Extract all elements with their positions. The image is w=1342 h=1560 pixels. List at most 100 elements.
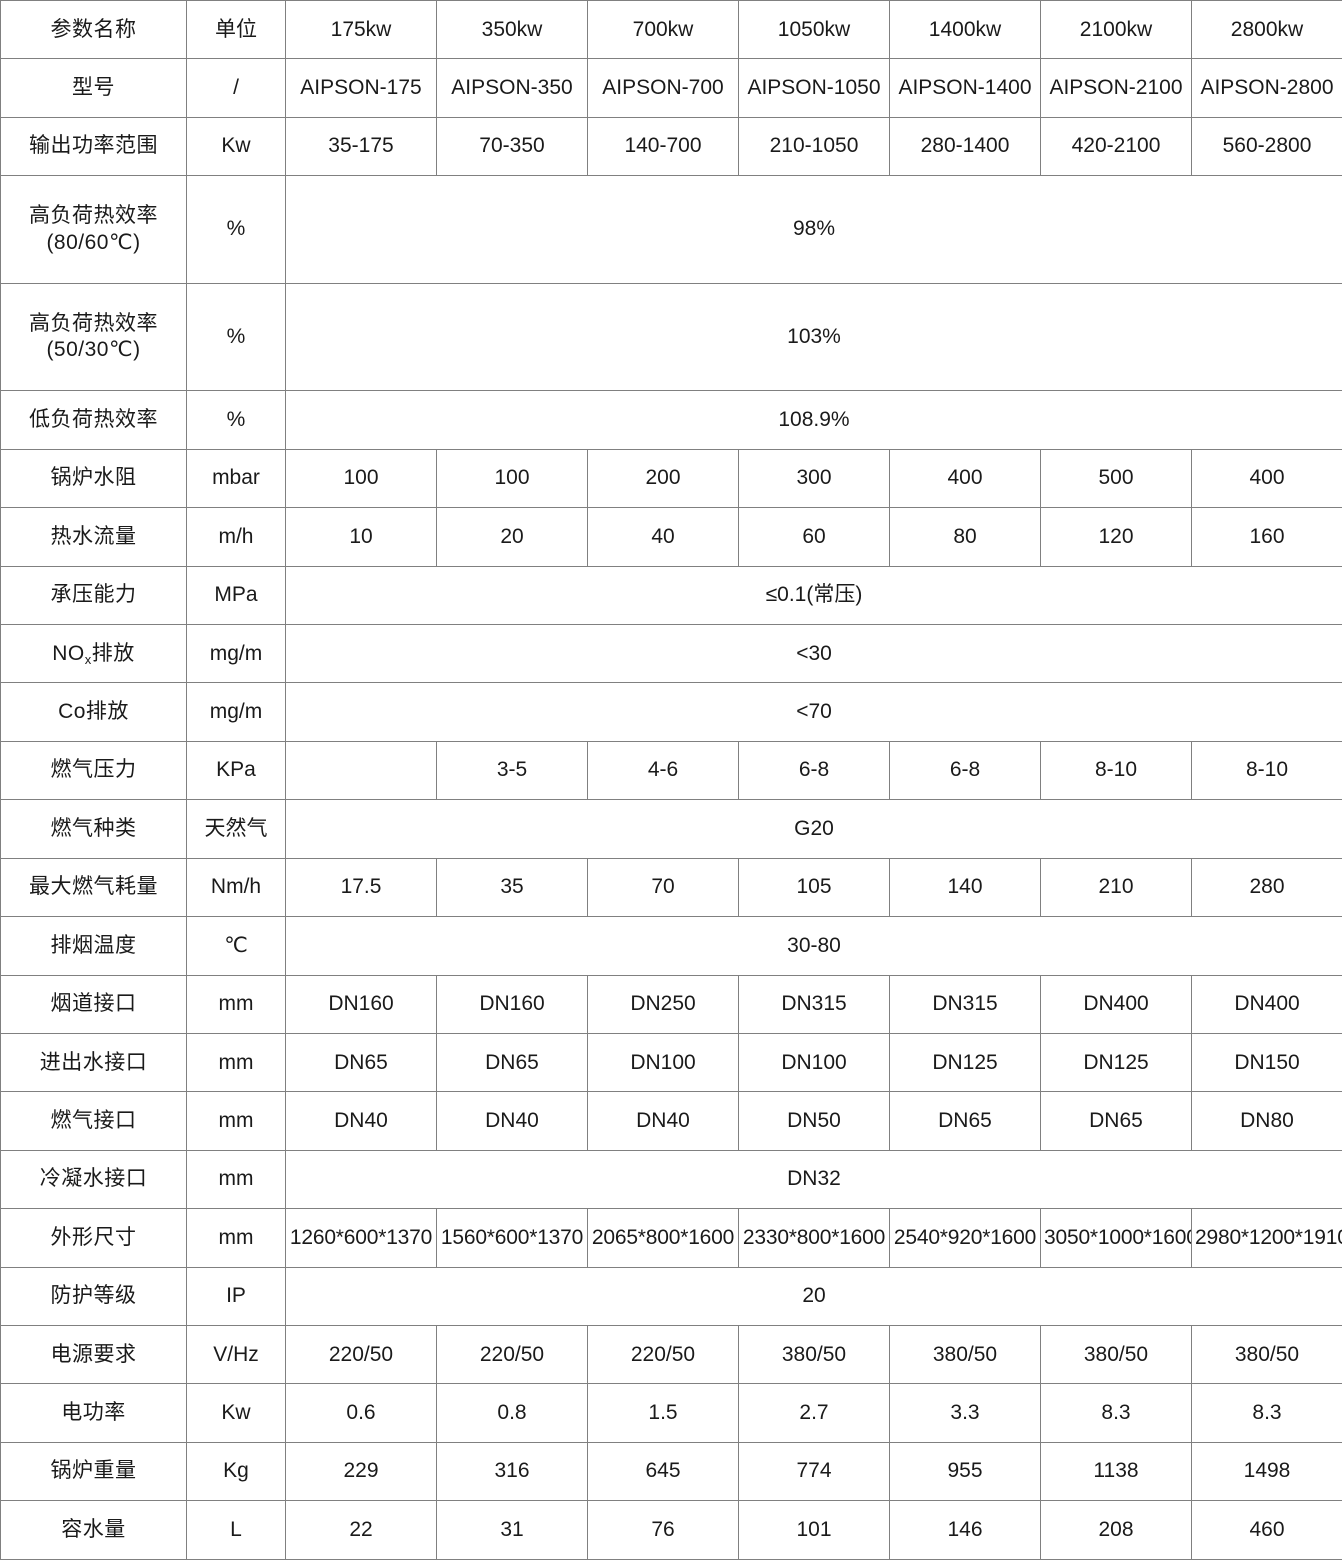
merged-value-cell: 20 [285,1266,1342,1327]
table-row: 电源要求 V/Hz 220/50 220/50 220/50 380/50 380/50 38… [0,1325,1342,1385]
column-header-parameter: 参数名称 [0,0,187,60]
value-cell: AIPSON-1050 [738,58,890,118]
value-cell: 280 [1191,857,1342,918]
value-cell: 1560*600*1370 [436,1208,588,1268]
value-cell: 460 [1191,1500,1342,1560]
value-cell: 560-2800 [1191,116,1342,177]
parameter-name-cell: 烟道接口 [0,974,187,1034]
table-row: 容水量 L 22 31 76 101 146 208 460 [0,1500,1342,1560]
table-row: 高负荷热效率 (50/30℃)% 103% [0,282,1342,392]
value-cell: 70-350 [436,116,588,177]
parameter-name-cell: 锅炉水阻 [0,448,187,509]
value-cell: 100 [285,448,437,509]
table-row: 燃气种类 天然气 G20 [0,799,1342,859]
value-cell: AIPSON-2100 [1040,58,1192,118]
parameter-name-cell: 高负荷热效率 (50/30℃) [0,282,187,392]
unit-cell: mm [186,1091,286,1151]
unit-cell: mbar [186,448,286,509]
value-cell: 146 [889,1500,1041,1560]
value-cell: 500 [1040,448,1192,509]
parameter-name-cell: 排烟温度 [0,916,187,976]
unit-cell: Nm/h [186,857,286,918]
parameter-name-cell: 防护等级 [0,1266,187,1327]
unit-cell: Kw [186,116,286,177]
merged-value-cell: 98% [285,175,1342,284]
unit-cell: % [186,175,286,284]
parameter-name-cell: 进出水接口 [0,1032,187,1093]
table-row: 承压能力 MPa ≤0.1(常压) [0,565,1342,625]
value-cell: 208 [1040,1500,1192,1560]
value-cell: 4-6 [587,740,739,801]
value-cell: 2330*800*1600 [738,1208,890,1268]
value-cell: 380/50 [889,1325,1041,1385]
unit-cell: Kw [186,1383,286,1443]
value-cell: DN400 [1040,974,1192,1034]
value-cell: DN65 [285,1032,437,1093]
unit-cell: KPa [186,740,286,801]
table-header-row: 参数名称 单位 175kw 350kw 700kw 1050kw 1400kw 2100kw 2… [0,0,1342,60]
table-row: 锅炉重量 Kg 229 316 645 774 955 1138 1498 [0,1441,1342,1502]
parameter-name-cell: 燃气压力 [0,740,187,801]
merged-value-cell: <70 [285,682,1342,742]
column-header-model: 175kw [285,0,437,60]
value-cell: 300 [738,448,890,509]
value-cell: 120 [1040,507,1192,567]
unit-cell: 天然气 [186,799,286,859]
value-cell: 2065*800*1600 [587,1208,739,1268]
value-cell: 1138 [1040,1441,1192,1502]
value-cell: 70 [587,857,739,918]
parameter-name-cell: 型号 [0,58,187,118]
column-header-model: 1400kw [889,0,1041,60]
value-cell: 220/50 [285,1325,437,1385]
value-cell: DN40 [587,1091,739,1151]
value-cell: DN100 [587,1032,739,1093]
value-cell: 100 [436,448,588,509]
unit-cell: L [186,1500,286,1560]
unit-cell: IP [186,1266,286,1327]
table-row: 进出水接口 mm DN65 DN65 DN100 DN100 DN125 DN125 DN150 [0,1032,1342,1093]
parameter-name-cell: 最大燃气耗量 [0,857,187,918]
parameter-name-cell: 电功率 [0,1383,187,1443]
unit-cell: m/h [186,507,286,567]
table-row: 排烟温度 ℃ 30-80 [0,916,1342,976]
parameter-name-cell: NOx排放 [0,623,187,684]
column-header-model: 350kw [436,0,588,60]
value-cell: AIPSON-2800 [1191,58,1342,118]
unit-cell: mm [186,1032,286,1093]
value-cell: 8-10 [1040,740,1192,801]
merged-value-cell: <30 [285,623,1342,684]
unit-cell: / [186,58,286,118]
unit-cell: mg/m [186,682,286,742]
value-cell: 40 [587,507,739,567]
value-cell: 380/50 [1040,1325,1192,1385]
value-cell: DN65 [436,1032,588,1093]
value-cell: 35-175 [285,116,437,177]
value-cell: 22 [285,1500,437,1560]
value-cell: DN65 [1040,1091,1192,1151]
value-cell: 31 [436,1500,588,1560]
value-cell: 3050*1000*1600 [1040,1208,1192,1268]
value-cell: AIPSON-1400 [889,58,1041,118]
value-cell: 1498 [1191,1441,1342,1502]
value-cell: DN315 [889,974,1041,1034]
table-row: 型号 / AIPSON-175 AIPSON-350 AIPSON-700 AIPSON-… [0,58,1342,118]
parameter-name-cell: 输出功率范围 [0,116,187,177]
value-cell: 774 [738,1441,890,1502]
value-cell: 229 [285,1441,437,1502]
value-cell: DN160 [436,974,588,1034]
value-cell: 1.5 [587,1383,739,1443]
table-row: 外形尺寸 mm 1260*600*1370 1560*600*1370 2065*800… [0,1208,1342,1268]
value-cell: 400 [889,448,1041,509]
value-cell: 160 [1191,507,1342,567]
unit-cell: % [186,390,286,450]
value-cell: DN160 [285,974,437,1034]
parameter-name-cell: 锅炉重量 [0,1441,187,1502]
unit-cell: V/Hz [186,1325,286,1385]
table-row: Co排放 mg/m <70 [0,682,1342,742]
value-cell: DN125 [1040,1032,1192,1093]
value-cell: AIPSON-350 [436,58,588,118]
parameter-name-cell: 燃气接口 [0,1091,187,1151]
parameter-name-cell: 容水量 [0,1500,187,1560]
